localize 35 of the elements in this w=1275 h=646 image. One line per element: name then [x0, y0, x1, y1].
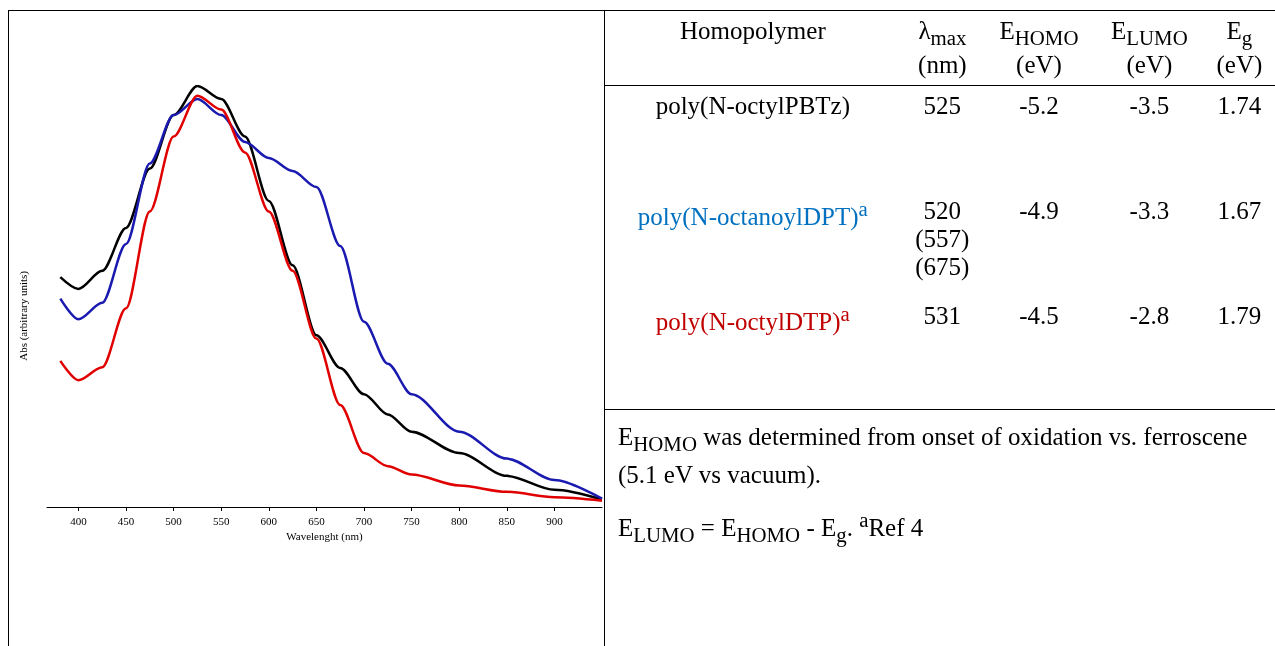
text: 531	[923, 302, 962, 329]
x-tick-label: 550	[212, 514, 230, 527]
category-label: E$_{g}$ (eV)	[1215, 16, 1264, 81]
x-tick-label: 500	[165, 514, 183, 527]
x-axis-title: Wavelenght (nm)	[286, 530, 364, 544]
category-label: poly(N-octylDTP)$^{a}$	[655, 302, 850, 336]
text: 525	[923, 92, 962, 119]
x-tick-label: 800	[450, 514, 468, 527]
text: 1.79	[1217, 302, 1262, 329]
text: E$_{LUMO}$ = E$_{HOMO}$ - E$_{g}$. $^{a}$Ref 4	[618, 507, 924, 548]
x-tick-label: 900	[546, 514, 564, 527]
category-label: E$_{HOMO}$ (eV)	[998, 16, 1080, 81]
category-label: poly(N-octanoylDPT)$^{a}$	[637, 197, 868, 231]
y-axis-title: Abs (arbitrary units)	[16, 270, 30, 361]
text: 1.67	[1217, 197, 1262, 224]
x-tick-label: 600	[260, 514, 278, 527]
category-label: λ$_{max}$ (nm)	[917, 16, 968, 81]
x-tick-label: 700	[355, 514, 373, 527]
text: -5.2	[1019, 92, 1059, 119]
x-tick-label: 750	[403, 514, 421, 527]
x-tick-label: 400	[70, 514, 88, 527]
category-label: poly(N-octylPBTz)	[655, 92, 851, 119]
text: -4.5	[1019, 302, 1059, 329]
x-tick-label: 850	[498, 514, 516, 527]
text: 1.74	[1217, 92, 1262, 119]
text: 520 (557) (675)	[915, 197, 970, 280]
x-tick-label: 450	[117, 514, 135, 527]
text: E$_{HOMO}$ was determined from onset of oxidation vs. ferroscene (5.1 eV vs vacuum).	[618, 422, 1249, 491]
text: -2.8	[1129, 302, 1170, 329]
category-label: E$_{LUMO}$ (eV)	[1110, 16, 1189, 81]
text: -3.5	[1129, 92, 1170, 119]
text: -3.3	[1129, 197, 1170, 224]
category-label: Homopolymer	[678, 16, 827, 46]
x-tick-label: 650	[308, 514, 326, 527]
text: -4.9	[1019, 197, 1059, 224]
